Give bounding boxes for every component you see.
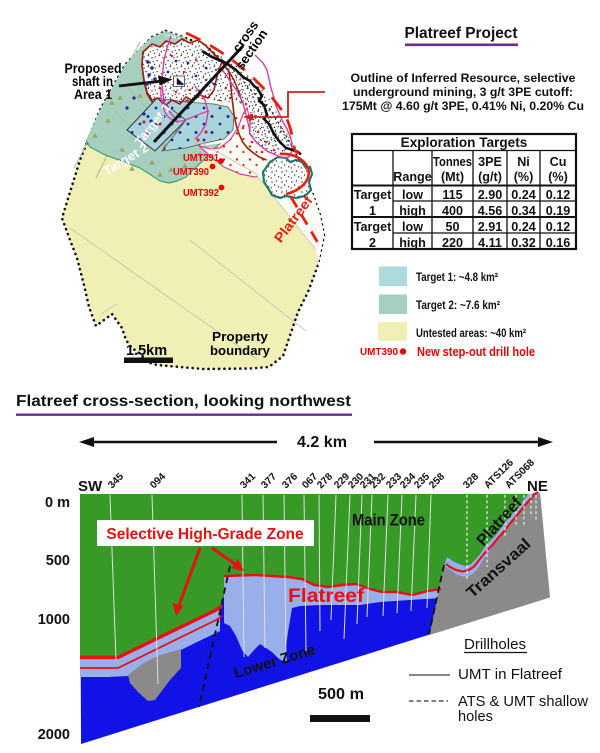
- svg-text:376: 376: [280, 471, 300, 491]
- svg-text:2.90: 2.90: [478, 188, 503, 202]
- svg-text:328: 328: [461, 471, 481, 491]
- svg-text:UMT391: UMT391: [183, 153, 219, 164]
- svg-text:500 m: 500 m: [318, 686, 364, 703]
- svg-text:0 m: 0 m: [45, 495, 70, 511]
- svg-text:Flatreef cross-section, lookin: Flatreef cross-section, looking northwes…: [16, 393, 351, 410]
- svg-text:ATS & UMT shallow: ATS & UMT shallow: [458, 694, 588, 710]
- svg-text:UMT in Flatreef: UMT in Flatreef: [458, 667, 563, 683]
- svg-text:Flatreef: Flatreef: [288, 586, 365, 607]
- svg-text:Range: Range: [393, 170, 432, 184]
- svg-text:2.91: 2.91: [478, 220, 503, 234]
- svg-text:UMT390: UMT390: [173, 167, 209, 178]
- svg-text:1.5km: 1.5km: [126, 343, 167, 359]
- svg-text:341: 341: [238, 471, 258, 491]
- svg-text:Property: Property: [212, 329, 269, 344]
- svg-text:NE: NE: [527, 478, 548, 495]
- svg-text:Cu: Cu: [550, 155, 567, 169]
- svg-text:0.24: 0.24: [511, 220, 536, 234]
- svg-text:Target 1: ~4.8 km²: Target 1: ~4.8 km²: [416, 270, 498, 284]
- svg-text:0.24: 0.24: [511, 188, 536, 202]
- svg-text:underground mining, 3 g/t 3PE: underground mining, 3 g/t 3PE cutoff:: [353, 85, 573, 99]
- svg-text:UMT390: UMT390: [360, 346, 398, 358]
- svg-text:0.34: 0.34: [511, 204, 536, 218]
- svg-text:258: 258: [427, 471, 447, 491]
- svg-text:Outline of Inferred Resource,: Outline of Inferred Resource, selective: [351, 71, 576, 85]
- svg-text:2000: 2000: [38, 727, 70, 743]
- svg-text:2: 2: [369, 236, 376, 250]
- svg-text:345: 345: [106, 471, 126, 491]
- svg-text:boundary: boundary: [210, 343, 271, 358]
- svg-text:low: low: [402, 220, 423, 234]
- svg-text:0.19: 0.19: [546, 204, 571, 218]
- svg-text:4.11: 4.11: [478, 236, 502, 250]
- svg-text:500: 500: [46, 553, 70, 569]
- svg-text:50: 50: [445, 220, 459, 234]
- svg-text:shaft in: shaft in: [72, 73, 113, 89]
- svg-text:0.12: 0.12: [546, 188, 571, 202]
- svg-text:377: 377: [259, 471, 279, 491]
- svg-text:4.2 km: 4.2 km: [297, 434, 347, 451]
- svg-text:220: 220: [442, 236, 463, 250]
- svg-text:4.56: 4.56: [478, 204, 503, 218]
- svg-text:UMT392: UMT392: [183, 188, 219, 199]
- svg-text:(Mt): (Mt): [441, 170, 464, 184]
- svg-text:(%): (%): [548, 170, 568, 184]
- svg-text:1000: 1000: [38, 612, 70, 628]
- svg-text:115: 115: [442, 188, 462, 202]
- svg-text:1: 1: [369, 204, 376, 218]
- svg-text:Tonnes: Tonnes: [433, 155, 472, 169]
- svg-text:SW: SW: [78, 478, 103, 495]
- svg-text:(g/t): (g/t): [478, 170, 502, 184]
- svg-text:Target: Target: [354, 188, 392, 202]
- svg-text:175Mt @ 4.60 g/t 3PE, 0.41% Ni: 175Mt @ 4.60 g/t 3PE, 0.41% Ni, 0.20% Cu: [342, 99, 584, 113]
- svg-text:Proposed: Proposed: [65, 60, 122, 76]
- svg-text:Target: Target: [354, 220, 392, 234]
- svg-text:0.12: 0.12: [546, 220, 571, 234]
- svg-text:0.16: 0.16: [546, 236, 571, 250]
- svg-text:New step-out drill hole: New step-out drill hole: [417, 344, 535, 359]
- svg-text:Untested areas: ~40 km²: Untested areas: ~40 km²: [416, 326, 526, 340]
- svg-text:0.32: 0.32: [511, 236, 536, 250]
- svg-text:Target 2: ~7.6 km²: Target 2: ~7.6 km²: [416, 298, 500, 312]
- svg-text:400: 400: [442, 204, 463, 218]
- svg-text:Ni: Ni: [517, 155, 530, 169]
- svg-text:3PE: 3PE: [478, 155, 502, 169]
- svg-text:Selective High-Grade Zone: Selective High-Grade Zone: [106, 526, 304, 543]
- svg-text:low: low: [402, 188, 423, 202]
- svg-text:(%): (%): [514, 170, 534, 184]
- svg-text:Drillholes: Drillholes: [464, 636, 526, 653]
- svg-text:Main Zone: Main Zone: [352, 512, 425, 530]
- svg-text:278: 278: [315, 471, 335, 491]
- svg-text:Exploration Targets: Exploration Targets: [401, 135, 528, 150]
- svg-text:Platreef Project: Platreef Project: [405, 25, 518, 42]
- svg-text:holes: holes: [458, 709, 493, 725]
- svg-text:high: high: [399, 204, 426, 218]
- svg-text:094: 094: [148, 471, 168, 491]
- svg-text:high: high: [399, 236, 426, 250]
- svg-text:Area 1: Area 1: [74, 86, 112, 102]
